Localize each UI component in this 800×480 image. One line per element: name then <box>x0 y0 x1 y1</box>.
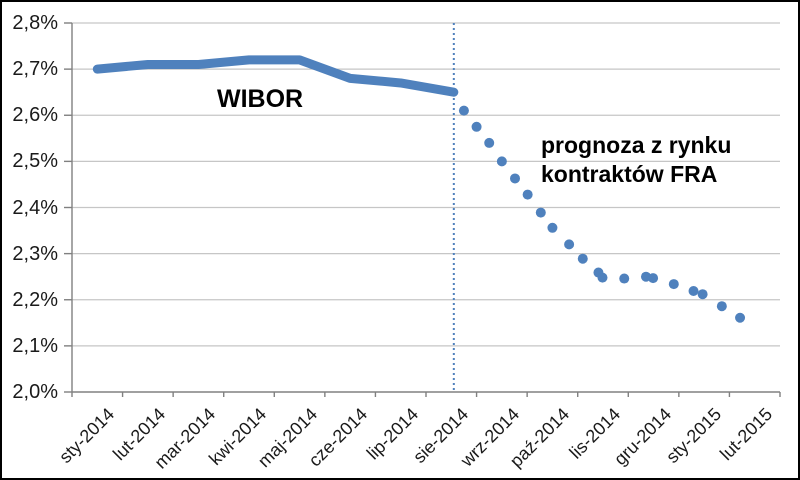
forecast-dot <box>688 285 699 296</box>
forecast-label-line1: prognoza z rynku <box>541 132 732 158</box>
forecast-dot <box>716 301 727 312</box>
series-label-wibor: WIBOR <box>217 85 304 113</box>
forecast-dot <box>668 279 679 290</box>
forecast-dot <box>697 289 708 300</box>
forecast-label-line2: kontraktów FRA <box>541 161 718 187</box>
forecast-dot <box>496 156 507 167</box>
forecast-dot <box>522 189 533 200</box>
y-axis-label: 2,3% <box>12 242 58 265</box>
forecast-dot <box>619 273 630 284</box>
y-axis-label: 2,5% <box>12 150 58 173</box>
y-axis-label: 2,8% <box>12 12 58 34</box>
forecast-dot <box>547 222 558 233</box>
forecast-dot <box>510 173 521 184</box>
y-axis-label: 2,1% <box>12 334 58 357</box>
forecast-dot <box>564 239 575 250</box>
y-axis-label: 2,0% <box>12 381 58 403</box>
y-axis-label: 2,2% <box>12 288 58 311</box>
forecast-dot <box>735 312 746 323</box>
y-axis-label: 2,6% <box>12 104 58 127</box>
forecast-dot <box>535 207 546 218</box>
forecast-dot <box>484 137 495 148</box>
y-axis-label: 2,7% <box>12 58 58 81</box>
wibor-line <box>92 55 459 97</box>
forecast-dot <box>471 121 482 132</box>
y-axis-label: 2,4% <box>12 196 58 219</box>
series-label-forecast: prognoza z rynku kontraktów FRA <box>541 131 731 189</box>
forecast-dot <box>577 253 588 264</box>
forecast-dot <box>458 105 469 116</box>
forecast-dot <box>648 273 659 284</box>
forecast-dot <box>597 272 608 283</box>
